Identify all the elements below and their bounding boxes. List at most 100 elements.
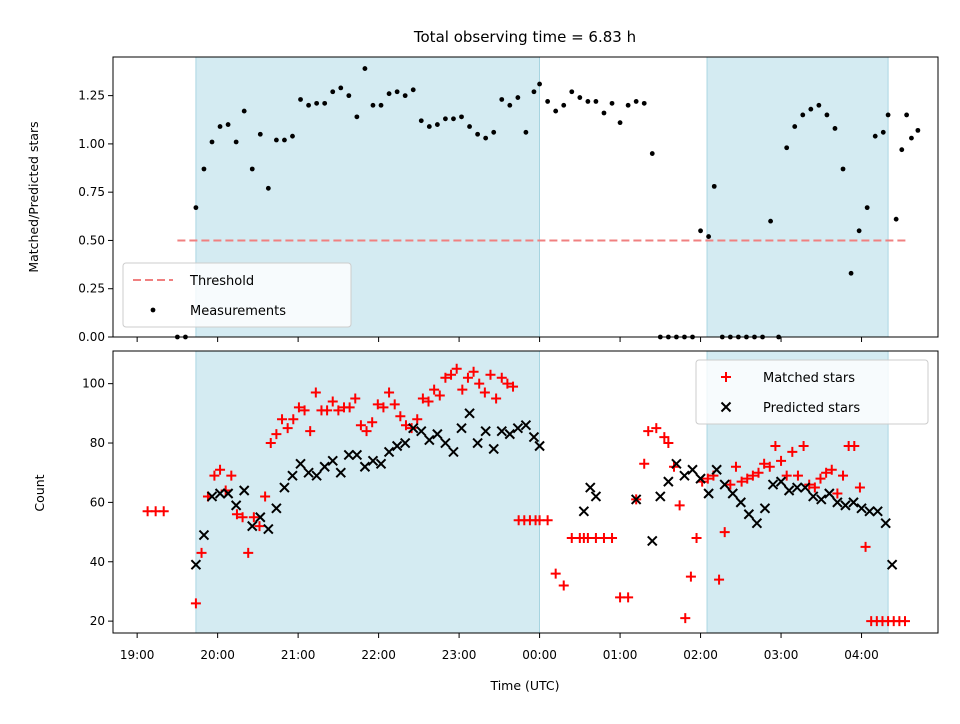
data-point	[335, 467, 346, 478]
x-tick-label: 00:00	[522, 648, 557, 662]
data-point	[706, 234, 712, 239]
data-point	[338, 85, 344, 91]
data-point	[410, 87, 416, 93]
data-point	[288, 414, 299, 425]
data-point	[679, 470, 690, 481]
data-point	[459, 114, 464, 120]
data-point	[711, 183, 717, 189]
data-point	[248, 512, 259, 523]
legend-box	[122, 262, 352, 328]
data-point	[735, 497, 747, 508]
data-point	[201, 166, 207, 172]
data-point	[432, 428, 443, 440]
data-point	[375, 458, 387, 470]
data-point	[249, 166, 255, 172]
data-point	[222, 488, 234, 499]
data-point	[225, 122, 231, 127]
y-axis-label-top: Matched/Predicted stars	[26, 121, 41, 272]
data-point	[209, 470, 220, 481]
data-point	[206, 491, 218, 502]
data-point	[743, 509, 755, 520]
x-tick-label: 19:00	[120, 648, 155, 662]
data-point	[703, 488, 714, 499]
data-point	[768, 218, 773, 224]
data-point	[809, 482, 820, 493]
data-point	[719, 479, 730, 490]
data-point	[457, 384, 468, 395]
data-point	[417, 393, 428, 404]
data-point	[507, 102, 513, 108]
data-point	[558, 580, 569, 591]
data-point	[617, 120, 623, 126]
panel-ratio: 0.00 0.25 0.50 0.75 1.00 1.25 Threshold Measure…	[78, 56, 939, 344]
data-point	[821, 467, 832, 478]
data-point	[215, 464, 226, 475]
data-point	[872, 506, 883, 517]
data-point	[534, 440, 545, 452]
data-point	[880, 517, 891, 529]
data-point	[808, 106, 814, 112]
data-point	[384, 387, 395, 398]
data-point	[282, 423, 293, 434]
data-point	[792, 470, 803, 481]
data-point	[378, 102, 384, 108]
data-point	[504, 428, 516, 440]
data-point	[680, 613, 691, 624]
data-point	[190, 598, 201, 609]
data-point	[287, 470, 298, 481]
data-point	[418, 118, 424, 124]
data-point	[491, 393, 502, 404]
panel-counts: 20 40 60 80 100 19:00 20:00 21:00 22:00 23:00 00:0…	[82, 350, 939, 662]
data-point	[915, 127, 921, 133]
data-point	[344, 402, 355, 413]
series-matched-stars	[142, 363, 910, 627]
data-point	[832, 488, 843, 499]
x-axis-label: Time (UTC)	[489, 678, 559, 693]
data-point	[719, 527, 730, 538]
data-point	[531, 89, 537, 95]
data-point	[770, 440, 781, 451]
data-point	[860, 541, 871, 552]
data-point	[402, 93, 408, 99]
data-point	[798, 440, 809, 451]
data-point	[483, 135, 489, 141]
plot-frame	[112, 350, 939, 634]
data-point	[350, 393, 361, 404]
data-point	[440, 372, 451, 383]
data-point	[480, 425, 491, 437]
data-point	[230, 500, 242, 511]
data-point	[314, 100, 320, 106]
data-point	[784, 145, 790, 151]
data-point	[663, 476, 674, 487]
data-point	[362, 66, 368, 71]
x-tick-label: 04:00	[844, 648, 879, 662]
data-point	[359, 461, 371, 472]
data-point	[523, 129, 529, 135]
data-point	[467, 124, 472, 129]
data-point	[209, 139, 215, 145]
data-point	[386, 91, 392, 97]
data-point	[685, 571, 696, 582]
data-point	[383, 446, 395, 458]
data-point	[909, 135, 914, 141]
data-point	[196, 547, 207, 558]
legend-label: Predicted stars	[763, 401, 860, 416]
data-point	[569, 89, 575, 95]
data-point	[736, 476, 747, 487]
data-point	[633, 99, 639, 104]
data-point	[361, 426, 372, 437]
shaded-region	[706, 56, 889, 338]
x-tick-label: 02:00	[683, 648, 718, 662]
legend-label: Measurements	[190, 304, 286, 319]
data-point	[226, 470, 237, 481]
data-point	[330, 89, 336, 95]
data-point	[840, 166, 846, 172]
data-point	[856, 228, 862, 234]
data-point	[826, 464, 837, 475]
x-tick-label: 03:00	[764, 648, 799, 662]
data-point	[753, 467, 764, 478]
data-point	[298, 97, 303, 102]
series-measurements	[174, 66, 921, 340]
data-point	[282, 137, 287, 143]
data-point	[893, 216, 899, 222]
